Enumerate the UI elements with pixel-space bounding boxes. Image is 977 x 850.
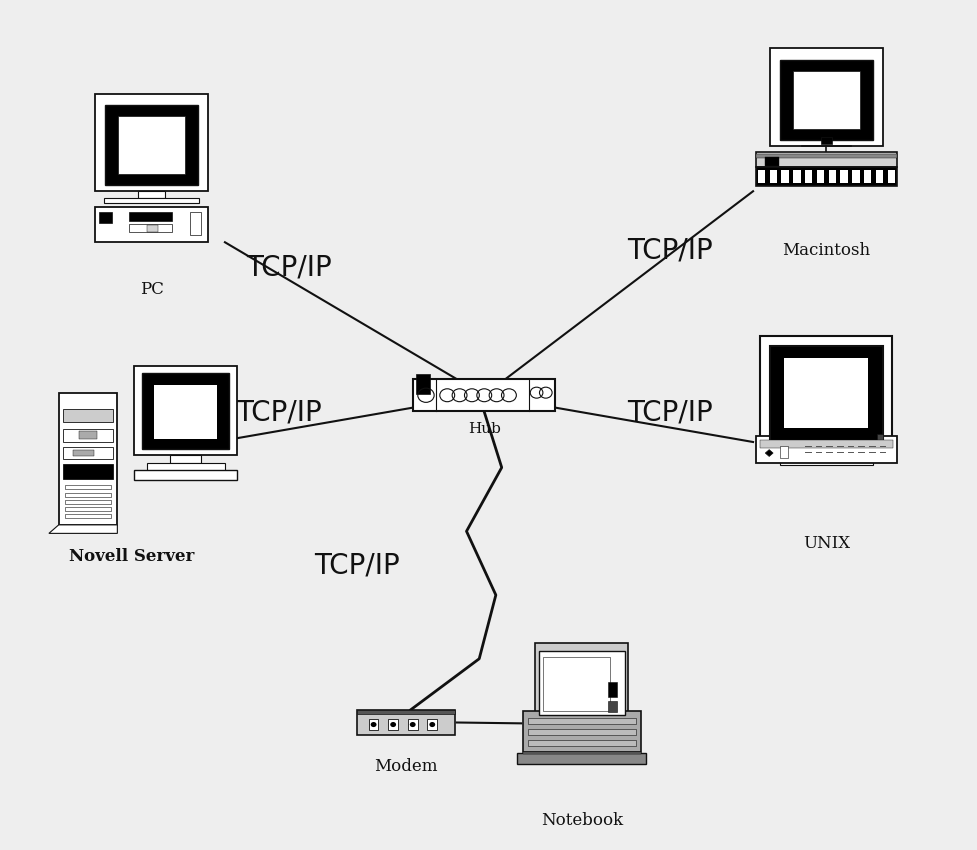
Bar [64, 464, 112, 479]
Bar [523, 752, 640, 754]
Bar [129, 224, 172, 232]
Bar [412, 379, 554, 411]
Bar [754, 154, 896, 158]
Bar [64, 409, 112, 422]
Bar [780, 60, 871, 140]
Circle shape [409, 722, 415, 727]
Circle shape [370, 722, 376, 727]
Bar [118, 116, 185, 174]
Bar [129, 212, 172, 221]
Text: Notebook: Notebook [540, 812, 622, 829]
Text: Novell Server: Novell Server [69, 548, 194, 565]
Bar [887, 170, 894, 184]
Bar [64, 485, 111, 490]
Polygon shape [764, 450, 772, 456]
Bar [875, 170, 882, 184]
Text: Macintosh: Macintosh [782, 242, 870, 259]
Bar [64, 428, 112, 442]
Bar [427, 719, 437, 730]
Bar [528, 729, 635, 735]
Bar [754, 152, 896, 167]
Bar [754, 436, 896, 463]
Bar [523, 711, 640, 752]
Bar [142, 372, 230, 449]
Polygon shape [49, 525, 117, 534]
Bar [784, 358, 868, 428]
Bar [804, 170, 812, 184]
Bar [64, 500, 111, 504]
Text: TCP/IP: TCP/IP [314, 552, 400, 579]
Bar [73, 450, 94, 456]
Circle shape [429, 722, 435, 727]
Bar [79, 431, 97, 439]
Bar [864, 170, 871, 184]
Bar [792, 71, 859, 129]
Bar [99, 212, 112, 223]
Bar [357, 710, 454, 714]
Bar [769, 346, 882, 440]
Bar [388, 719, 398, 730]
Bar [64, 447, 112, 459]
Bar [368, 719, 378, 730]
Text: TCP/IP: TCP/IP [626, 237, 712, 264]
Bar [96, 94, 208, 191]
Bar [828, 170, 835, 184]
Bar [754, 167, 896, 186]
Text: TCP/IP: TCP/IP [235, 399, 321, 426]
Text: Hub: Hub [467, 422, 500, 436]
Bar [535, 643, 627, 720]
Bar [820, 137, 831, 144]
Bar [851, 170, 859, 184]
Text: UNIX: UNIX [802, 536, 849, 552]
Text: TCP/IP: TCP/IP [626, 399, 712, 426]
Bar [757, 170, 764, 184]
Bar [792, 170, 800, 184]
Bar [781, 170, 787, 184]
Bar [416, 374, 430, 394]
Circle shape [390, 722, 396, 727]
Bar [96, 207, 208, 242]
Bar [815, 445, 836, 456]
Bar [357, 710, 454, 735]
Bar [147, 463, 225, 472]
Bar [135, 470, 236, 480]
Bar [64, 507, 111, 511]
Bar [769, 48, 881, 146]
Bar [106, 105, 197, 185]
Bar [190, 212, 201, 235]
Text: PC: PC [140, 280, 163, 297]
Bar [780, 455, 871, 465]
Bar [105, 198, 198, 203]
Bar [138, 191, 165, 198]
Bar [170, 455, 201, 463]
Bar [608, 682, 616, 697]
Bar [528, 718, 635, 724]
Bar [759, 440, 892, 448]
Text: TCP/IP: TCP/IP [245, 254, 331, 281]
Bar [147, 225, 158, 231]
Bar [816, 170, 824, 184]
Bar [59, 393, 117, 525]
Bar [135, 366, 236, 455]
Bar [780, 445, 787, 458]
Bar [64, 514, 111, 518]
Bar [538, 651, 624, 716]
Bar [875, 434, 882, 439]
Bar [64, 493, 111, 496]
Bar [608, 700, 616, 712]
Bar [769, 170, 776, 184]
Bar [517, 753, 646, 764]
Bar [528, 740, 635, 746]
Bar [407, 719, 417, 730]
Text: Modem: Modem [374, 758, 437, 775]
Bar [764, 156, 778, 166]
Bar [154, 385, 217, 439]
Bar [760, 336, 891, 446]
Bar [839, 170, 847, 184]
Bar [542, 657, 610, 711]
